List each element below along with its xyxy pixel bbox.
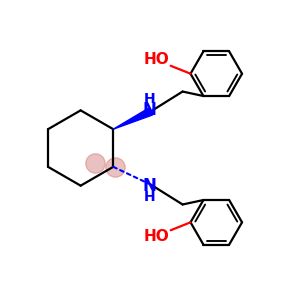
Polygon shape [113,108,153,129]
Text: HO: HO [144,229,170,244]
Text: H: H [144,190,156,204]
Text: N: N [143,177,157,195]
Text: N: N [143,101,157,119]
Text: HO: HO [144,52,170,67]
Text: H: H [144,92,156,106]
